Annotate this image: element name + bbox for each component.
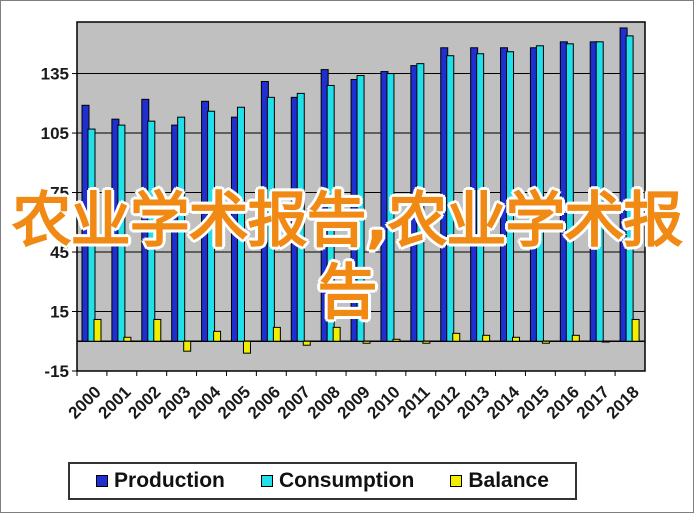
legend-swatch-production (96, 475, 109, 487)
bar-consumption-2011 (416, 63, 425, 342)
bar-consumption-2014 (506, 51, 515, 342)
bar-consumption-2018 (625, 35, 634, 342)
x-tick-label: 2010 (364, 382, 404, 422)
y-tick-label: 75 (50, 184, 69, 203)
bar-balance-2002 (153, 318, 162, 342)
y-tick-label: 135 (41, 65, 69, 84)
bar-balance-2013 (482, 334, 491, 342)
x-tick-label: 2006 (244, 382, 284, 422)
bar-consumption-2013 (476, 53, 485, 342)
y-tick-label: 45 (50, 243, 69, 262)
bar-consumption-2017 (595, 41, 604, 342)
y-tick-label: -15 (44, 362, 69, 381)
bar-balance-2004 (213, 330, 222, 342)
bar-balance-2014 (512, 336, 521, 342)
bar-balance-2003 (183, 340, 192, 352)
bar-consumption-2006 (266, 96, 275, 342)
x-tick-label: 2004 (184, 382, 225, 423)
bar-consumption-2008 (326, 84, 335, 342)
x-tick-label: 2002 (124, 382, 164, 422)
bar-consumption-2012 (446, 55, 455, 342)
bar-balance-2005 (242, 340, 251, 354)
bar-consumption-2001 (117, 124, 126, 342)
bar-consumption-2007 (296, 92, 305, 342)
bar-balance-2009 (362, 340, 371, 344)
bar-consumption-2000 (87, 128, 96, 342)
legend-label-balance: Balance (468, 469, 549, 492)
bar-balance-2006 (272, 326, 281, 342)
x-tick-label: 2011 (394, 382, 434, 422)
x-tick-label: 2000 (65, 382, 105, 422)
x-tick-label: 2003 (154, 382, 194, 422)
x-tick-label: 2005 (214, 382, 254, 422)
bar-balance-2001 (123, 336, 132, 342)
bar-consumption-2009 (356, 75, 365, 342)
legend-item-balance: Balance (450, 469, 549, 493)
x-tick-label: 2012 (423, 382, 463, 422)
chart-legend: Production Consumption Balance (68, 462, 577, 500)
x-tick-label: 2018 (603, 382, 643, 422)
bar-consumption-2015 (535, 45, 544, 342)
bar-consumption-2010 (386, 73, 395, 342)
legend-item-production: Production (96, 469, 225, 493)
bar-consumption-2016 (565, 43, 574, 342)
x-tick-label: 2017 (573, 382, 613, 422)
bar-balance-2018 (631, 318, 640, 342)
x-tick-label: 2007 (274, 382, 314, 422)
x-tick-label: 2016 (543, 382, 583, 422)
x-tick-label: 2013 (453, 382, 493, 422)
x-tick-label: 2009 (334, 382, 374, 422)
legend-label-consumption: Consumption (278, 469, 415, 492)
x-tick-label: 2014 (483, 382, 524, 423)
bar-balance-2008 (332, 326, 341, 342)
y-tick-label: 15 (50, 303, 69, 322)
legend-swatch-consumption (260, 475, 273, 487)
bar-balance-2016 (571, 334, 580, 342)
legend-swatch-balance (450, 475, 463, 487)
bar-balance-2011 (422, 340, 431, 344)
x-tick-label: 2001 (94, 382, 134, 422)
bar-balance-2007 (302, 340, 311, 346)
legend-label-production: Production (114, 469, 225, 492)
y-tick-label: 105 (41, 124, 69, 143)
bar-balance-2012 (452, 332, 461, 342)
bar-consumption-2002 (147, 120, 156, 342)
bar-balance-2015 (541, 340, 550, 344)
x-tick-label: 2008 (304, 382, 344, 422)
bar-balance-2010 (392, 338, 401, 342)
bar-balance-2017 (601, 340, 610, 343)
bar-consumption-2004 (207, 110, 216, 342)
x-tick-label: 2015 (513, 382, 553, 422)
bar-consumption-2003 (177, 116, 186, 342)
legend-item-consumption: Consumption (260, 469, 415, 493)
bar-consumption-2005 (236, 106, 245, 342)
bar-balance-2000 (93, 318, 102, 342)
